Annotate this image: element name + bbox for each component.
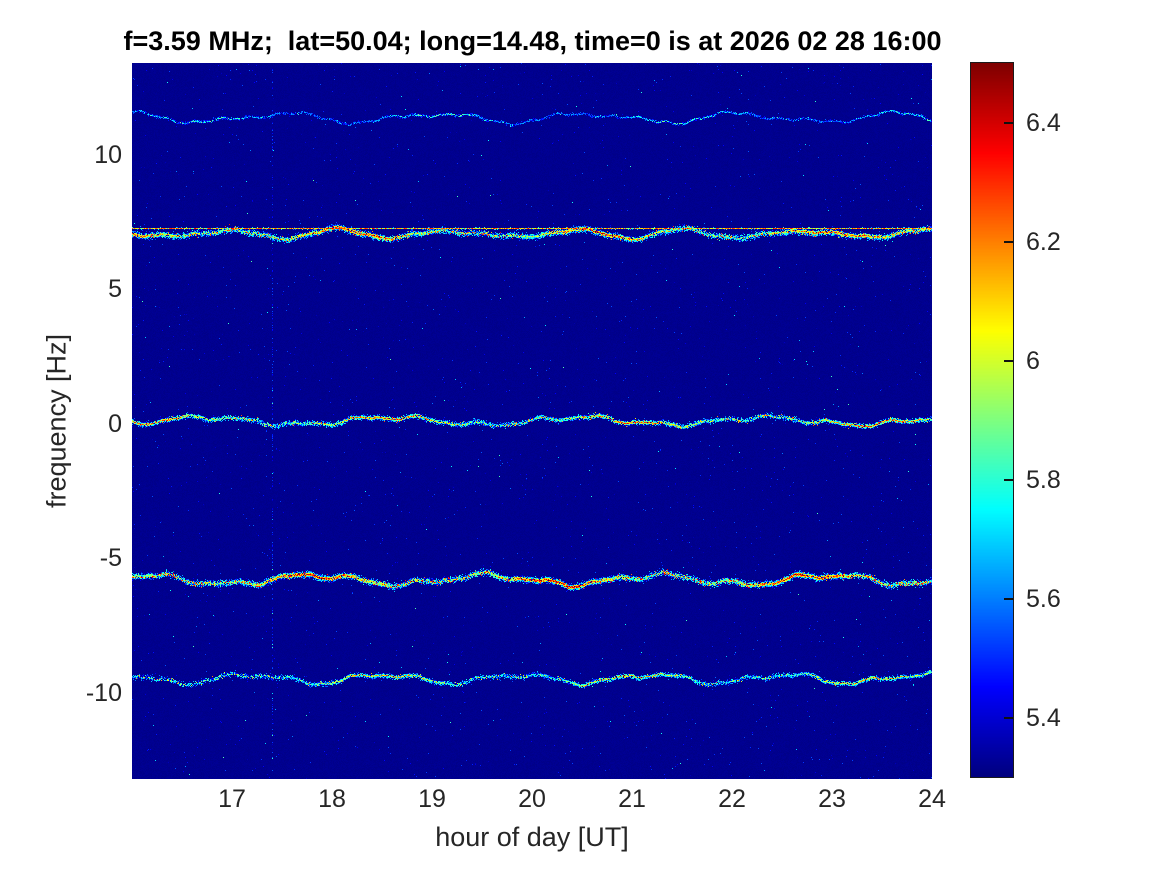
colorbar-tick-label: 6.4 (1026, 108, 1061, 137)
x-tick-label: 17 (218, 785, 246, 813)
y-tick-label: 10 (94, 140, 122, 169)
colorbar-tick-label: 6 (1026, 346, 1040, 375)
x-tick-label: 22 (718, 785, 746, 813)
spectrogram-canvas (132, 63, 932, 779)
y-tick-label: 0 (108, 409, 122, 438)
x-tick-label: 20 (518, 785, 546, 813)
x-tick-label: 24 (918, 785, 946, 813)
colorbar-tick-label: 6.2 (1026, 227, 1061, 256)
y-tick-label: 5 (108, 275, 122, 304)
y-tick-label: -10 (85, 678, 122, 707)
x-tick-label: 19 (418, 785, 446, 813)
x-tick-label: 23 (818, 785, 846, 813)
colorbar-tick-label: 5.8 (1026, 465, 1061, 494)
colorbar-tick-mark (1004, 121, 1013, 124)
x-tick-label: 21 (618, 785, 646, 813)
chart-title: f=3.59 MHz; lat=50.04; long=14.48, time=… (123, 26, 942, 56)
colorbar-tick-mark (1004, 597, 1013, 600)
colorbar-tick-mark (1004, 359, 1013, 362)
colorbar-tick-mark (1004, 716, 1013, 719)
y-tick-label: -5 (99, 544, 122, 573)
colorbar-tick-mark (1004, 478, 1013, 481)
colorbar-canvas (971, 63, 1013, 777)
colorbar-tick-label: 5.6 (1026, 584, 1061, 613)
colorbar-tick-mark (1004, 240, 1013, 243)
x-axis-label: hour of day [UT] (435, 822, 629, 852)
x-tick-label: 18 (318, 785, 346, 813)
colorbar-tick-label: 5.4 (1026, 703, 1061, 732)
colorbar-frame (970, 62, 1014, 778)
